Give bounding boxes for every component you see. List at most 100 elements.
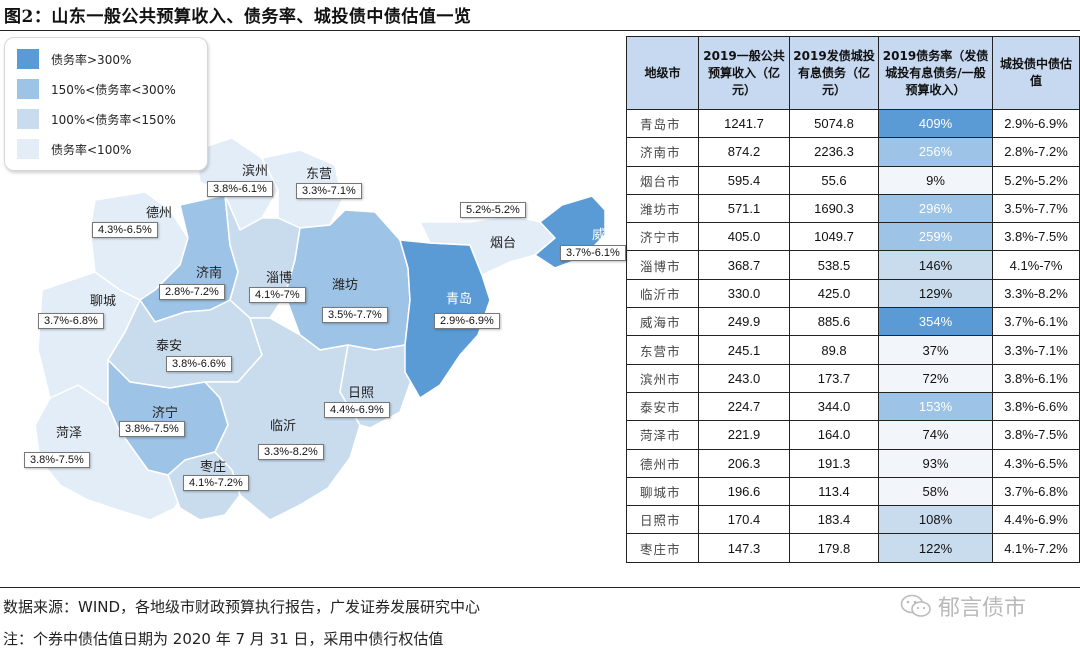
map-city-jining: 济宁 — [152, 406, 179, 421]
cell-revenue: 874.2 — [698, 137, 790, 167]
cell-debt: 1690.3 — [789, 193, 879, 224]
cell-ratio: 129% — [878, 278, 993, 309]
map-city-zibo: 淄博 — [266, 271, 293, 286]
cell-revenue: 221.9 — [698, 420, 790, 450]
cell-city: 泰安市 — [626, 391, 699, 422]
cell-debt: 183.4 — [789, 505, 879, 535]
cell-revenue: 405.0 — [698, 222, 790, 252]
region-linyi — [204, 317, 361, 521]
cell-revenue: 170.4 — [698, 505, 790, 535]
table-row: 德州市 206.3 191.3 93% 4.3%-6.5% — [626, 448, 1080, 478]
watermark: 郁言债市 — [900, 590, 1026, 622]
legend-item-100-150: 100%<债务率<150% — [17, 108, 176, 130]
legend-item-150-300: 150%<债务率<300% — [17, 78, 176, 100]
title-divider — [0, 30, 1080, 31]
map-range-qingdao: 2.9%-6.9% — [434, 313, 500, 329]
cell-city: 潍坊市 — [626, 193, 699, 224]
cell-city: 济宁市 — [626, 222, 699, 252]
table-row: 淄博市 368.7 538.5 146% 4.1%-7% — [626, 250, 1080, 280]
table-row: 滨州市 243.0 173.7 72% 3.8%-6.1% — [626, 363, 1080, 393]
cell-city: 菏泽市 — [626, 420, 699, 450]
cell-revenue: 224.7 — [698, 391, 790, 422]
cell-city: 青岛市 — [626, 108, 699, 139]
cell-valuation: 2.9%-6.9% — [992, 108, 1080, 139]
cell-valuation: 3.8%-6.1% — [992, 363, 1080, 393]
cell-ratio: 37% — [878, 335, 993, 365]
legend-label: 债务率>300% — [51, 52, 132, 67]
map-city-zaozhuang: 枣庄 — [200, 460, 227, 475]
cell-city: 临沂市 — [626, 278, 699, 309]
map-city-dezhou: 德州 — [146, 206, 173, 221]
cell-debt: 173.7 — [789, 363, 879, 393]
cell-valuation: 4.1%-7.2% — [992, 533, 1080, 563]
source-note: 数据来源：WIND，各地级市财政预算执行报告，广发证券发展研究中心 — [3, 598, 481, 616]
legend-swatch — [17, 109, 39, 129]
cell-valuation: 3.8%-7.5% — [992, 420, 1080, 450]
map-range-liaocheng: 3.7%-6.8% — [38, 313, 104, 329]
cell-revenue: 249.9 — [698, 307, 790, 337]
cell-valuation: 3.8%-6.6% — [992, 391, 1080, 422]
table-row: 济南市 874.2 2236.3 256% 2.8%-7.2% — [626, 137, 1080, 167]
cell-ratio: 409% — [878, 108, 993, 139]
map-range-dongying: 3.3%-7.1% — [296, 183, 362, 199]
cell-debt: 113.4 — [789, 476, 879, 507]
table-row: 潍坊市 571.1 1690.3 296% 3.5%-7.7% — [626, 193, 1080, 224]
table-row: 枣庄市 147.3 179.8 122% 4.1%-7.2% — [626, 533, 1080, 563]
cell-revenue: 595.4 — [698, 165, 790, 195]
footer-divider — [0, 587, 1080, 588]
map-range-weifang: 3.5%-7.7% — [322, 307, 388, 323]
legend-item-lt100: 债务率<100% — [17, 138, 131, 160]
col-header-city: 地级市 — [626, 36, 699, 110]
col-header-revenue: 2019一般公共预算收入（亿元） — [698, 36, 790, 110]
cell-revenue: 147.3 — [698, 533, 790, 563]
cell-valuation: 4.1%-7% — [992, 250, 1080, 280]
cell-ratio: 153% — [878, 391, 993, 422]
cell-debt: 55.6 — [789, 165, 879, 195]
table-row: 济宁市 405.0 1049.7 259% 3.8%-7.5% — [626, 222, 1080, 252]
cell-valuation: 3.5%-7.7% — [992, 193, 1080, 224]
cell-debt: 5074.8 — [789, 108, 879, 139]
cell-ratio: 122% — [878, 533, 993, 563]
map-range-taian: 3.8%-6.6% — [166, 356, 232, 372]
col-header-valuation: 城投债中债估值 — [992, 36, 1080, 110]
map-city-weihai: 威海 — [592, 228, 619, 243]
cell-ratio: 354% — [878, 307, 993, 337]
map-range-linyi: 3.3%-8.2% — [258, 444, 324, 460]
table-row: 泰安市 224.7 344.0 153% 3.8%-6.6% — [626, 391, 1080, 422]
legend-label: 债务率<100% — [51, 142, 132, 157]
cell-city: 滨州市 — [626, 363, 699, 393]
cell-valuation: 3.8%-7.5% — [992, 222, 1080, 252]
cell-city: 威海市 — [626, 307, 699, 337]
cell-ratio: 108% — [878, 505, 993, 535]
cell-ratio: 146% — [878, 250, 993, 280]
cell-debt: 425.0 — [789, 278, 879, 309]
legend-swatch — [17, 139, 39, 159]
cell-ratio: 74% — [878, 420, 993, 450]
map-legend: 债务率>300% 150%<债务率<300% 100%<债务率<150% 债务率… — [4, 37, 208, 171]
cell-debt: 885.6 — [789, 307, 879, 337]
cell-valuation: 5.2%-5.2% — [992, 165, 1080, 195]
cell-city: 日照市 — [626, 505, 699, 535]
cell-revenue: 243.0 — [698, 363, 790, 393]
cell-ratio: 58% — [878, 476, 993, 507]
map-range-yantai: 5.2%-5.2% — [460, 202, 526, 218]
cell-city: 烟台市 — [626, 165, 699, 195]
col-header-ratio: 2019债务率（发债城投有息债务/一般预算收入） — [878, 36, 993, 110]
map-range-rizhao: 4.4%-6.9% — [324, 402, 390, 418]
legend-item-gt300: 债务率>300% — [17, 48, 131, 70]
cell-valuation: 3.3%-7.1% — [992, 335, 1080, 365]
table-row: 青岛市 1241.7 5074.8 409% 2.9%-6.9% — [626, 108, 1080, 139]
cell-ratio: 256% — [878, 137, 993, 167]
map-city-yantai: 烟台 — [490, 236, 517, 251]
map-city-taian: 泰安 — [156, 339, 183, 354]
col-header-debt: 2019发债城投有息债务（亿元） — [789, 36, 879, 110]
cell-city: 聊城市 — [626, 476, 699, 507]
cell-ratio: 296% — [878, 193, 993, 224]
cell-debt: 1049.7 — [789, 222, 879, 252]
legend-label: 100%<债务率<150% — [51, 112, 176, 127]
map-city-qingdao: 青岛 — [446, 292, 473, 307]
map-city-rizhao: 日照 — [348, 386, 375, 401]
map-range-dezhou: 4.3%-6.5% — [92, 222, 158, 238]
cell-valuation: 3.7%-6.1% — [992, 307, 1080, 337]
table-row: 日照市 170.4 183.4 108% 4.4%-6.9% — [626, 505, 1080, 535]
